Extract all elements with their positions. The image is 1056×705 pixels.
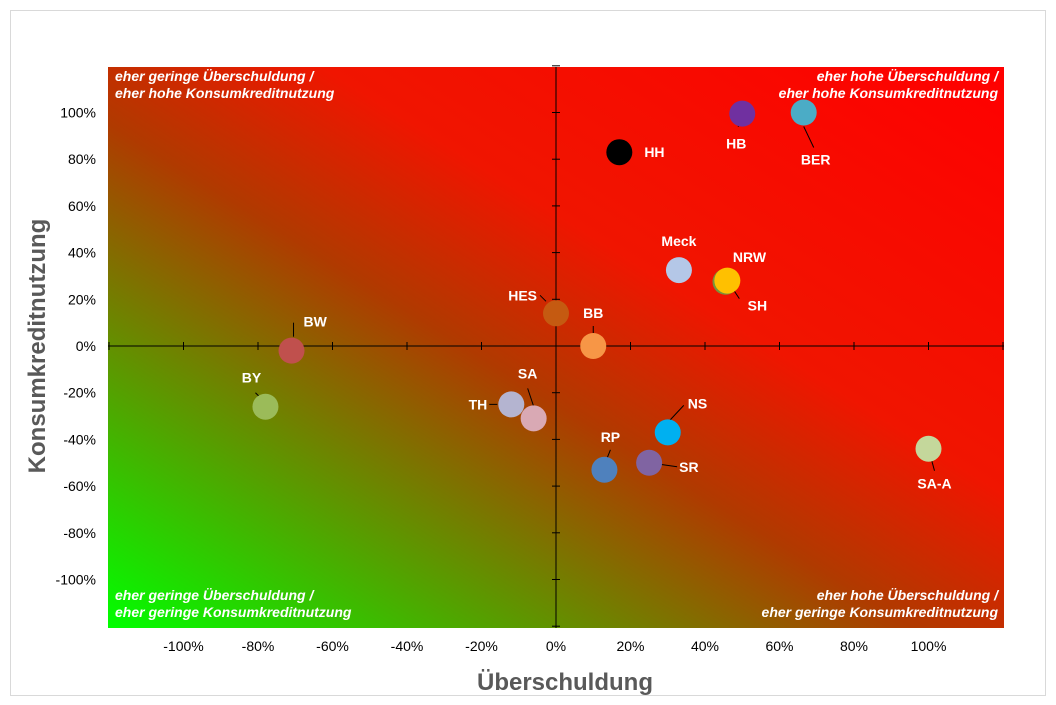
point-sr (636, 449, 663, 476)
point-bw (278, 337, 305, 364)
point-labels: HH HB BER Meck NRW SH HES BB BW BY TH SA NS RP SR SA-A (242, 136, 952, 492)
point-label-sr: SR (679, 459, 698, 475)
point-label-th: TH (469, 396, 488, 412)
tick-labels: -100% -80% -60% -40% -20% 0% 20% 40% 60% 80% 100% 1… (56, 105, 947, 655)
point-hb (729, 100, 756, 127)
quadrant-bottom-left-line-2: eher geringe Konsumkreditnutzung (115, 604, 352, 620)
point-ns (654, 419, 681, 446)
point-label-rp: RP (601, 429, 620, 445)
x-tick-label: -20% (465, 638, 498, 654)
x-tick-label: -40% (391, 638, 424, 654)
quadrant-top-left-line-2: eher hohe Konsumkreditnutzung (115, 85, 335, 101)
point-label-bb: BB (583, 305, 603, 321)
point-bb (580, 333, 607, 359)
point-label-sa: SA (518, 365, 537, 381)
point-th (498, 391, 525, 418)
point-ber (790, 99, 817, 126)
quadrant-bottom-left-line-1: eher geringe Überschuldung / (115, 587, 315, 603)
leader-ber (803, 126, 815, 148)
point-hes (543, 300, 569, 327)
y-tick-label: -20% (63, 385, 96, 401)
x-axis-title: Überschuldung (477, 669, 653, 696)
point-label-meck: Meck (661, 233, 696, 249)
x-tick-label: 60% (765, 638, 793, 654)
x-tick-label: -80% (242, 638, 275, 654)
y-tick-label: -40% (63, 431, 96, 447)
point-label-ns: NS (688, 395, 707, 411)
x-tick-label: 100% (911, 638, 947, 654)
quadrant-top-right-line-1: eher hohe Überschuldung / (817, 68, 1000, 84)
y-tick-label: 80% (68, 151, 96, 167)
point-by (252, 393, 279, 420)
x-tick-label: -100% (163, 638, 203, 654)
point-label-ber: BER (801, 152, 831, 168)
x-tick-label: 20% (616, 638, 644, 654)
y-axis-title: Konsumkreditnutzung (24, 219, 51, 474)
leader-ns (669, 405, 685, 421)
point-sa (520, 405, 547, 432)
y-tick-label: -80% (63, 525, 96, 541)
x-tick-label: 0% (546, 638, 566, 654)
x-tick-label: -60% (316, 638, 349, 654)
point-label-hh: HH (644, 144, 664, 160)
point-label-by: BY (242, 370, 262, 386)
point-label-hes: HES (508, 287, 537, 303)
y-tick-label: 60% (68, 198, 96, 214)
point-sa-a (915, 435, 942, 462)
quadrant-top-left-line-1: eher geringe Überschuldung / (115, 68, 315, 84)
y-tick-label: -100% (56, 572, 96, 588)
y-tick-label: 100% (60, 105, 96, 121)
chart-frame (10, 10, 1046, 696)
point-hh (606, 139, 633, 166)
y-tick-label: 20% (68, 291, 96, 307)
quadrant-top-right-line-2: eher hohe Konsumkreditnutzung (779, 85, 999, 101)
y-tick-label: 0% (76, 338, 96, 354)
point-label-bw: BW (304, 314, 328, 330)
point-label-sa-a: SA-A (917, 476, 951, 492)
x-tick-label: 80% (840, 638, 868, 654)
point-label-hb: HB (726, 136, 746, 152)
point-label-nrw: NRW (733, 249, 767, 265)
point-rp (591, 456, 618, 483)
point-label-sh: SH (748, 298, 767, 314)
point-sh (714, 267, 741, 294)
x-tick-label: 40% (691, 638, 719, 654)
data-points (252, 99, 942, 483)
leader-hes (539, 294, 547, 302)
quadrant-bottom-right-line-2: eher geringe Konsumkreditnutzung (762, 604, 999, 620)
y-tick-label: -60% (63, 478, 96, 494)
axes (108, 65, 1004, 628)
quadrant-bottom-right-line-1: eher hohe Überschuldung / (817, 587, 1000, 603)
point-meck (665, 257, 692, 284)
y-tick-label: 40% (68, 245, 96, 261)
leader-sa (527, 388, 535, 407)
